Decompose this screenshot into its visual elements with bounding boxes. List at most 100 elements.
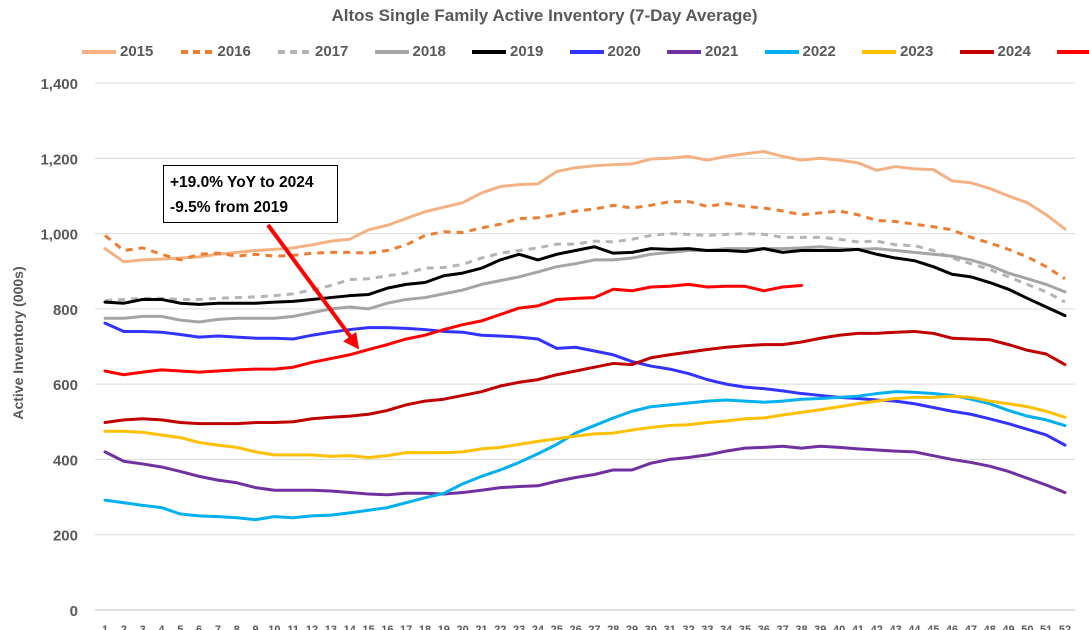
x-tick-label: 26 — [569, 624, 581, 630]
x-tick-label: 48 — [984, 624, 996, 630]
x-tick-label: 7 — [215, 624, 221, 630]
legend-label: 2016 — [217, 43, 251, 60]
legend-label: 2015 — [120, 43, 154, 60]
legend-label: 2022 — [802, 43, 836, 60]
legend-item-2024: 2024 — [959, 43, 1058, 60]
x-tick-label: 2 — [121, 624, 127, 630]
x-tick-label: 45 — [927, 624, 939, 630]
x-tick-label: 11 — [287, 624, 299, 630]
x-tick-label: 8 — [234, 624, 240, 630]
legend-item-2020: 2020 — [569, 43, 668, 60]
x-tick-label: 33 — [701, 624, 713, 630]
x-tick-label: 9 — [253, 624, 259, 630]
legend-swatch — [82, 49, 116, 54]
x-tick-label: 39 — [814, 624, 826, 630]
annotation-line-1: +19.0% YoY to 2024 — [170, 174, 314, 191]
legend-item-2023: 2023 — [862, 43, 960, 60]
series-line-2016 — [104, 200, 1066, 281]
legend-label: 2020 — [607, 43, 641, 60]
x-tick-label: 44 — [908, 624, 921, 630]
x-tick-label: 52 — [1059, 624, 1071, 630]
x-tick-label: 38 — [795, 624, 807, 630]
x-tick-label: 12 — [306, 624, 318, 630]
x-tick-label: 36 — [758, 624, 770, 630]
y-tick-label: 600 — [53, 377, 78, 394]
x-tick-label: 42 — [871, 624, 883, 630]
chart-title: Altos Single Family Active Inventory (7-… — [331, 6, 758, 25]
x-tick-label: 5 — [177, 624, 183, 630]
legend-swatch — [569, 49, 604, 54]
x-tick-label: 25 — [551, 624, 563, 630]
x-tick-label: 24 — [532, 624, 545, 630]
legend-swatch — [667, 49, 701, 54]
legend-swatch — [862, 49, 896, 54]
x-tick-label: 40 — [833, 624, 845, 630]
y-tick-label: 1,400 — [40, 76, 78, 93]
y-tick-label: 800 — [53, 302, 78, 319]
series-line-2024 — [103, 329, 1067, 426]
x-tick-label: 46 — [946, 624, 958, 630]
legend-item-2015: 2015 — [82, 43, 180, 60]
x-tick-label: 6 — [196, 624, 202, 630]
x-tick-label: 32 — [682, 624, 694, 630]
legend-item-2025: 2025 — [1057, 43, 1089, 60]
legend-swatch — [764, 49, 799, 54]
legend-label: 2019 — [510, 43, 544, 60]
legend-item-2016: 2016 — [180, 43, 278, 60]
legend-item-2022: 2022 — [764, 43, 863, 60]
y-tick-label: 400 — [53, 452, 78, 469]
y-axis-label: Active Inventory (000s) — [10, 266, 26, 420]
x-tick-label: 19 — [438, 624, 450, 630]
x-tick-label: 20 — [457, 624, 469, 630]
x-tick-label: 29 — [626, 624, 638, 630]
x-tick-label: 31 — [664, 624, 676, 630]
series-line-2021 — [103, 444, 1067, 497]
series-line-2022 — [103, 390, 1067, 522]
legend-swatch — [180, 49, 213, 54]
legend-label: 2018 — [412, 43, 446, 60]
y-tick-label: 1,000 — [40, 227, 78, 244]
x-tick-label: 34 — [720, 624, 733, 630]
legend-swatch — [472, 49, 506, 54]
x-tick-label: 18 — [419, 624, 431, 630]
x-tick-label: 3 — [140, 624, 146, 630]
x-tick-label: 35 — [739, 624, 751, 630]
annotation-arrow — [266, 223, 353, 339]
legend-swatch — [278, 49, 310, 54]
y-tick-label: 200 — [53, 528, 78, 545]
legend-swatch — [959, 49, 994, 54]
x-tick-label: 1 — [102, 624, 108, 630]
x-tick-label: 14 — [344, 624, 357, 630]
x-tick-label: 21 — [475, 624, 487, 630]
series-line-2019 — [103, 245, 1067, 318]
x-tick-label: 13 — [325, 624, 337, 630]
series-line-2018 — [103, 245, 1067, 324]
y-tick-label: 1,200 — [40, 151, 78, 168]
x-tick-label: 28 — [607, 624, 619, 630]
legend-label: 2024 — [997, 43, 1031, 60]
x-tick-label: 16 — [381, 624, 393, 630]
legend-item-2017: 2017 — [277, 43, 375, 60]
x-tick-label: 51 — [1040, 624, 1052, 630]
x-tick-label: 4 — [158, 624, 165, 630]
x-tick-label: 50 — [1021, 624, 1033, 630]
series-line-2023 — [103, 394, 1067, 460]
x-tick-label: 49 — [1002, 624, 1014, 630]
annotation-arrowhead — [343, 331, 360, 350]
legend-item-2019: 2019 — [472, 43, 570, 60]
x-tick-label: 37 — [777, 624, 789, 630]
legend-item-2021: 2021 — [667, 43, 765, 60]
legend: 2015 2016 2017 2018 2019 2020 2021 2022 2023 2024… — [82, 43, 1089, 60]
x-tick-label: 10 — [268, 624, 280, 630]
legend-swatch — [374, 49, 409, 54]
legend-label: 2021 — [705, 43, 739, 60]
x-tick-label: 30 — [645, 624, 657, 630]
x-tick-label: 47 — [965, 624, 977, 630]
legend-label: 2017 — [315, 43, 349, 60]
x-tick-label: 27 — [588, 624, 600, 630]
x-tick-label: 15 — [362, 624, 374, 630]
legend-swatch — [1057, 49, 1089, 54]
x-tick-label: 43 — [889, 624, 901, 630]
legend-item-2018: 2018 — [374, 43, 473, 60]
series-line-2015 — [103, 150, 1067, 264]
